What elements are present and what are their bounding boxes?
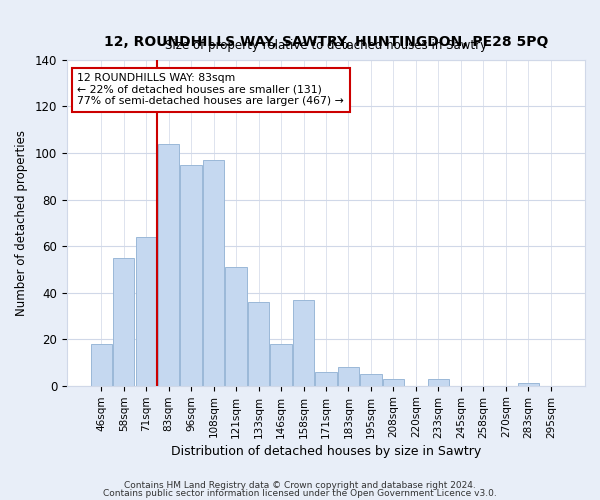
Bar [293, 300, 314, 386]
Bar [271, 344, 292, 386]
Bar [316, 372, 337, 386]
Bar [428, 378, 449, 386]
Bar [338, 367, 359, 386]
Bar [113, 258, 134, 386]
Text: Contains HM Land Registry data © Crown copyright and database right 2024.: Contains HM Land Registry data © Crown c… [124, 480, 476, 490]
Text: Size of property relative to detached houses in Sawtry: Size of property relative to detached ho… [165, 38, 487, 52]
Bar [383, 378, 404, 386]
Bar [91, 344, 112, 386]
Bar [158, 144, 179, 386]
Title: 12, ROUNDHILLS WAY, SAWTRY, HUNTINGDON, PE28 5PQ: 12, ROUNDHILLS WAY, SAWTRY, HUNTINGDON, … [104, 35, 548, 49]
Text: 12 ROUNDHILLS WAY: 83sqm
← 22% of detached houses are smaller (131)
77% of semi-: 12 ROUNDHILLS WAY: 83sqm ← 22% of detach… [77, 73, 344, 106]
Bar [203, 160, 224, 386]
Text: Contains public sector information licensed under the Open Government Licence v3: Contains public sector information licen… [103, 489, 497, 498]
Bar [518, 384, 539, 386]
Bar [360, 374, 382, 386]
Bar [136, 237, 157, 386]
X-axis label: Distribution of detached houses by size in Sawtry: Distribution of detached houses by size … [171, 444, 481, 458]
Bar [226, 267, 247, 386]
Bar [248, 302, 269, 386]
Bar [181, 164, 202, 386]
Y-axis label: Number of detached properties: Number of detached properties [15, 130, 28, 316]
